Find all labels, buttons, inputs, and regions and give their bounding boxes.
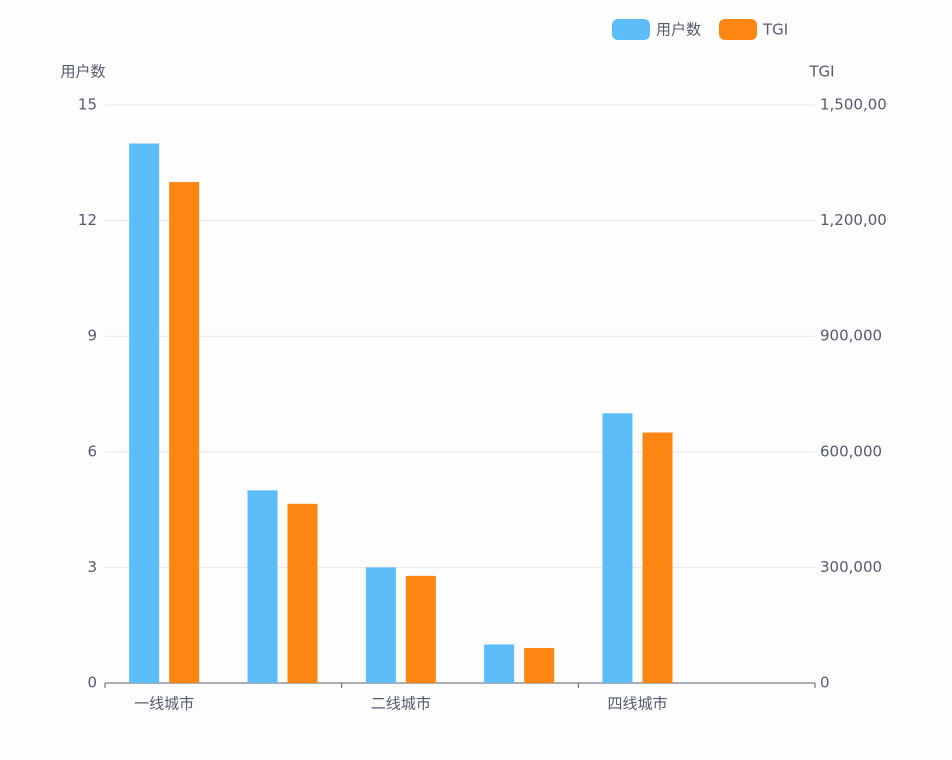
- y-tick-label: 6: [87, 442, 97, 460]
- bar: [484, 644, 515, 683]
- bar: [247, 490, 278, 683]
- y2-axis-title: TGI: [808, 63, 834, 81]
- legend-label: 用户数: [656, 21, 701, 39]
- bar: [405, 575, 436, 683]
- bar: [129, 143, 160, 684]
- bar: [602, 413, 633, 683]
- legend-label: TGI: [762, 21, 788, 39]
- legend-swatch: [612, 19, 650, 40]
- x-tick-label: 一线城市: [134, 695, 194, 713]
- y2-tick-label: 1,500,000: [820, 96, 896, 114]
- y2-tick-label: 300,000: [820, 558, 882, 576]
- y2-tick-label: 1,200,000: [820, 211, 896, 229]
- y-tick-label: 12: [78, 211, 97, 229]
- bar: [287, 503, 318, 683]
- bar: [365, 567, 396, 683]
- y2-tick-label: 0: [820, 674, 830, 692]
- legend-swatch: [719, 19, 758, 40]
- y-tick-label: 0: [87, 674, 97, 692]
- bar: [642, 432, 673, 683]
- plot: 用户数 TGI 0 3 6 9 12 15 0 300,000 600,000 900,000 1,…: [60, 63, 896, 713]
- y-axis-title: 用户数: [60, 63, 105, 81]
- x-tick-label: 四线城市: [607, 695, 667, 713]
- y2-tick-label: 600,000: [820, 442, 882, 460]
- y-tick-label: 9: [87, 327, 97, 345]
- y-tick-label: 3: [87, 558, 97, 576]
- bar: [169, 182, 200, 684]
- x-tick-label: 二线城市: [371, 695, 431, 713]
- y-tick-label: 15: [78, 96, 97, 114]
- bar: [524, 647, 555, 683]
- y2-tick-label: 900,000: [820, 327, 882, 345]
